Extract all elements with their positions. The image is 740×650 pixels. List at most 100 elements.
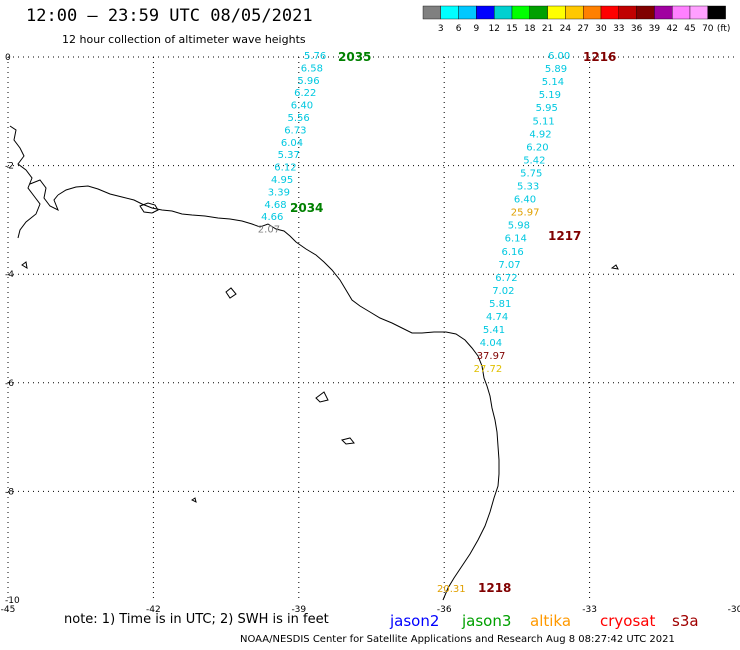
swh-value: 4.04 (480, 338, 502, 349)
colorbar-tick-label: 15 (506, 24, 517, 34)
latitude-tick-label: -10 (5, 596, 20, 606)
swh-value: 4.74 (486, 312, 508, 323)
colorbar-swatch (547, 5, 566, 20)
swh-value: 5.11 (533, 116, 555, 127)
swh-value: 6.40 (291, 101, 313, 112)
swh-value: 4.95 (271, 175, 293, 186)
swh-value: 4.68 (264, 200, 286, 211)
altimeter-track-south: 20.31 1218 (437, 581, 511, 595)
swh-value: 6.73 (284, 125, 306, 136)
colorbar-swatch (440, 5, 459, 20)
colorbar-swatch (672, 5, 691, 20)
colorbar-swatch (636, 5, 655, 20)
island-small-5 (21, 261, 28, 269)
swh-value: 6.20 (526, 142, 548, 153)
colorbar-tick-label: 3 (438, 24, 444, 34)
swh-value: 6.16 (502, 247, 524, 258)
colorbar-swatch (565, 5, 584, 20)
track-time-label: 2035 (338, 50, 371, 64)
swh-value: 5.33 (517, 182, 539, 193)
colorbar-swatch (476, 5, 495, 20)
longitude-tick-label: -39 (291, 605, 306, 615)
swh-value: 6.00 (548, 51, 570, 62)
latitude-tick-label: -6 (5, 379, 14, 389)
swh-value: 2.07 (258, 225, 280, 236)
colorbar-swatch (583, 5, 602, 20)
colorbar-tick-label: 24 (560, 24, 572, 34)
longitude-tick-label: -33 (582, 605, 597, 615)
colorbar-swatch (600, 5, 619, 20)
colorbar-tick-label: 70 (702, 24, 714, 34)
longitude-tick-label: -36 (437, 605, 452, 615)
colorbar-unit-label: (ft) (717, 24, 731, 34)
island-small-6 (191, 497, 197, 503)
swh-value: 7.07 (498, 260, 520, 271)
island-small-3 (315, 391, 329, 403)
swh-value: 6.58 (301, 63, 323, 74)
colorbar-tick-label: 27 (577, 24, 588, 34)
colorbar-swatch (654, 5, 673, 20)
swh-value: 20.31 (437, 584, 466, 595)
longitude-tick-label: -45 (1, 605, 16, 615)
longitude-tick-label: -42 (146, 605, 161, 615)
swh-value: 7.02 (492, 286, 514, 297)
colorbar-tick-label: 30 (595, 24, 607, 34)
track-time-label: 2034 (290, 201, 323, 215)
colorbar-tick-label: 12 (488, 24, 499, 34)
map-title: 12:00 – 23:59 UTC 08/05/2021 (26, 6, 313, 26)
island-small-4 (610, 264, 619, 270)
colorbar-tick-label: 36 (631, 24, 643, 34)
swh-value: 5.14 (542, 77, 564, 88)
colorbar-tick-label: 6 (456, 24, 462, 34)
swh-value: 5.75 (520, 168, 542, 179)
colorbar-swatch (618, 5, 637, 20)
colorbar-tick-label: 45 (684, 24, 695, 34)
colorbar-tick-label: 21 (542, 24, 553, 34)
swh-value: 5.19 (539, 90, 561, 101)
map-subtitle: 12 hour collection of altimeter wave hei… (62, 33, 306, 46)
legend-jason3: jason3 (462, 612, 512, 630)
island-small-2 (341, 437, 355, 445)
track-time-label: 1216 (583, 50, 616, 64)
swh-value: 5.89 (545, 64, 567, 75)
colorbar-swatch (529, 5, 548, 20)
altimeter-track-west: 5.766.58 5.966.22 6.405.566.73 6.045.37 6.12… (258, 50, 372, 236)
brazil-coastline (57, 185, 500, 601)
colorbar-labels: 3 6 9 12 15 18 21 24 27 30 33 36 39 42 45 70 (ft) (438, 24, 730, 34)
altimeter-track-east: 6.00 5.89 5.14 5.19 5.95 5.11 4.92 6.20 5.42 5.75… (474, 50, 617, 375)
swh-value: 37.97 (477, 351, 506, 362)
colorbar-swatch (511, 5, 530, 20)
wave-height-colorbar (422, 5, 726, 20)
colorbar-swatch (494, 5, 513, 20)
swh-value: 25.97 (511, 208, 540, 219)
swh-value: 6.22 (294, 88, 316, 99)
colorbar-tick-label: 42 (666, 24, 677, 34)
latitude-tick-label: -4 (5, 270, 14, 280)
credit-line: NOAA/NESDIS Center for Satellite Applica… (240, 634, 675, 645)
axis-tick-labels: -45 -42 -39 -36 -33 -30 0 -2 -4 -6 -8 -10 (1, 53, 740, 615)
island-small-1 (225, 287, 237, 299)
swh-value: 5.98 (508, 221, 530, 232)
latitude-tick-label: -2 (5, 162, 14, 172)
swh-value: 5.56 (288, 113, 310, 124)
colorbar-tick-label: 18 (524, 24, 536, 34)
swh-value: 6.04 (281, 138, 303, 149)
footer-note: note: 1) Time is in UTC; 2) SWH is in fe… (64, 612, 329, 627)
colorbar-swatch (689, 5, 708, 20)
swh-value: 27.72 (474, 364, 503, 375)
colorbar-swatch (422, 5, 441, 20)
legend-s3a: s3a (672, 612, 699, 630)
island-marajo (139, 202, 159, 214)
track-time-label: 1218 (478, 581, 511, 595)
swh-value: 5.95 (536, 103, 558, 114)
legend-cryosat: cryosat (600, 612, 656, 630)
longitude-tick-label: -30 (728, 605, 740, 615)
swh-value: 4.92 (529, 129, 551, 140)
swh-value: 6.14 (505, 234, 527, 245)
swh-value: 5.42 (523, 155, 545, 166)
lat-lon-grid (7, 56, 735, 600)
colorbar-swatch (707, 5, 726, 20)
swh-value: 6.40 (514, 195, 536, 206)
legend-altika: altika (530, 612, 572, 630)
